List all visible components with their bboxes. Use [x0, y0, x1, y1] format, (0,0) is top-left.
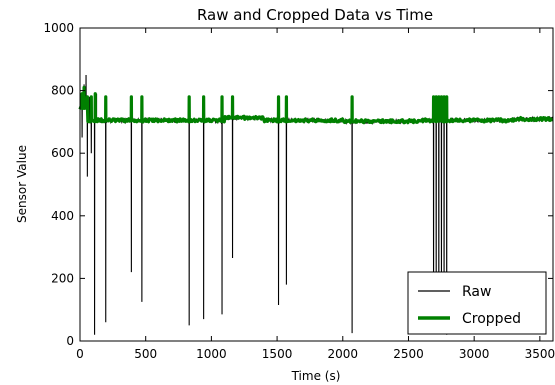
- legend-raw-label: Raw: [462, 284, 491, 300]
- series-cropped-line: [78, 85, 554, 125]
- plot-frame: [79, 27, 554, 342]
- x-tick-label: 0: [76, 347, 84, 361]
- plot-area: [78, 27, 554, 342]
- y-tick-label: 800: [51, 84, 74, 98]
- legend-box: [407, 271, 547, 335]
- x-tick-label: 2000: [328, 347, 359, 361]
- x-axis-label: Time (s): [291, 369, 341, 383]
- x-tick-label: 500: [134, 347, 157, 361]
- y-axis: 0 200 400 600 800 1000: [43, 21, 553, 348]
- x-tick-label: 2500: [393, 347, 424, 361]
- x-tick-label: 1000: [196, 347, 227, 361]
- y-tick-label: 0: [66, 334, 74, 348]
- x-tick-label: 3500: [525, 347, 555, 361]
- x-axis: 0 500 1000 1500 2000 2500 3000 3500: [76, 28, 555, 361]
- y-tick-label: 200: [51, 271, 74, 285]
- x-tick-label: 3000: [459, 347, 490, 361]
- y-tick-label: 600: [51, 146, 74, 160]
- chart-title: Raw and Cropped Data vs Time: [197, 6, 433, 24]
- series-layer: [78, 74, 554, 335]
- y-tick-label: 400: [51, 209, 74, 223]
- legend: Raw Cropped: [407, 271, 547, 335]
- y-tick-label: 1000: [43, 21, 74, 35]
- legend-cropped-label: Cropped: [462, 311, 521, 327]
- x-tick-label: 1500: [262, 347, 293, 361]
- y-axis-label: Sensor Value: [15, 145, 29, 223]
